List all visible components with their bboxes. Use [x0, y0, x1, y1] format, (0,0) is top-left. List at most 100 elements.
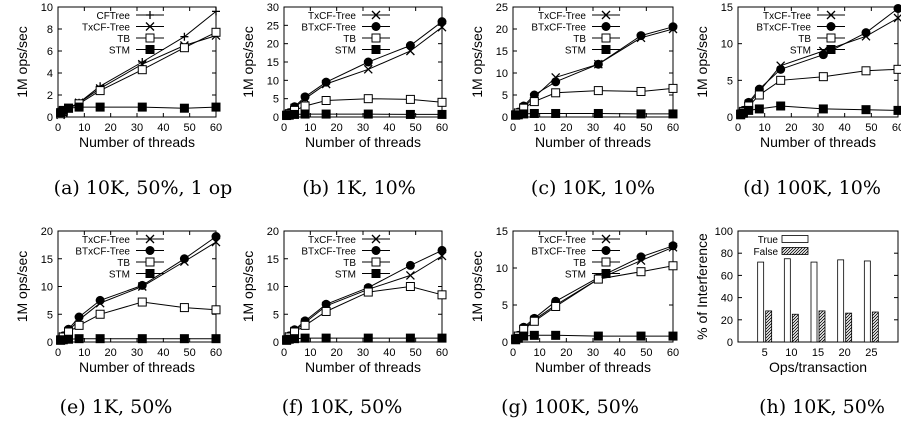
y-tick-label: 10 [41, 282, 53, 294]
data-point [738, 108, 748, 118]
x-axis-label: Number of threads [535, 134, 651, 150]
data-point [405, 260, 415, 270]
data-point [668, 261, 678, 271]
legend-label: BTxCF-Tree [301, 247, 356, 258]
data-point [179, 334, 189, 344]
data-point [300, 320, 310, 330]
y-tick-label: 15 [496, 226, 508, 238]
data-point [137, 280, 147, 290]
y-tick-label: 6 [47, 46, 53, 58]
series-line-0 [515, 246, 674, 340]
data-point [211, 232, 221, 242]
legend-label: TxCF-Tree [308, 11, 356, 22]
data-point [321, 77, 331, 87]
legend-marker [371, 257, 381, 267]
legend-label: TB [343, 34, 356, 45]
x-tick-label: 40 [839, 122, 851, 134]
data-point [212, 7, 220, 16]
x-tick-label: 10 [534, 347, 546, 359]
x-tick-label: 40 [157, 122, 169, 134]
legend-label: BTxCF-Tree [756, 23, 811, 34]
legend-label: TB [343, 258, 356, 269]
data-point [636, 267, 646, 277]
data-point [519, 109, 529, 119]
legend-marker [826, 45, 836, 54]
data-point [179, 43, 189, 53]
x-tick-label: 30 [357, 122, 369, 134]
data-point [437, 97, 447, 107]
y-tick-label: 60 [721, 270, 733, 282]
y-tick-label: 5 [502, 300, 508, 312]
data-point [861, 66, 871, 76]
series-line-2 [60, 301, 217, 341]
data-point [300, 333, 310, 343]
y-tick-label: 40 [721, 293, 733, 305]
x-tick-label: 20 [105, 122, 117, 134]
legend-label: STM [565, 46, 586, 57]
legend-marker [601, 22, 611, 31]
legend-label: TB [117, 34, 130, 45]
y-axis-label: 1M ops/sec [14, 251, 30, 323]
legend-label: TxCF-Tree [538, 11, 586, 22]
legend-label: TxCF-Tree [763, 11, 811, 22]
data-point [818, 104, 828, 114]
data-point [551, 301, 561, 311]
x-tick-label: 0 [281, 347, 287, 359]
data-point [513, 110, 523, 120]
data-point [64, 103, 74, 113]
data-point [74, 320, 84, 330]
figure-caption: (c) 10K, 10% [531, 177, 655, 199]
data-point [211, 102, 221, 112]
data-point [137, 102, 147, 112]
legend-marker [145, 22, 155, 31]
data-point [321, 333, 331, 343]
data-point [551, 77, 561, 87]
data-point [58, 105, 68, 115]
x-tick-label: 40 [614, 122, 626, 134]
legend-marker [371, 246, 381, 255]
y-tick-label: 5 [273, 94, 279, 106]
data-point [137, 65, 147, 75]
legend-label: TxCF-Tree [82, 235, 130, 246]
y-tick-label: 30 [267, 2, 279, 14]
series-line-0 [515, 28, 674, 116]
data-point [636, 109, 646, 119]
y-tick-label: 15 [721, 2, 733, 14]
x-tick-label: 40 [383, 122, 395, 134]
y-tick-label: 2 [47, 90, 53, 102]
x-tick-label: 50 [184, 347, 196, 359]
data-point [437, 290, 447, 300]
x-tick-label: 50 [184, 122, 196, 134]
data-point [95, 102, 105, 112]
data-point [513, 333, 523, 343]
data-point [179, 254, 189, 264]
data-point [529, 108, 539, 118]
bar-hatched [845, 312, 853, 343]
x-tick-label: 50 [865, 122, 877, 134]
data-point [437, 245, 447, 255]
x-tick-label: 60 [892, 122, 901, 134]
legend-swatch [781, 235, 809, 243]
legend-label: TxCF-Tree [308, 235, 356, 246]
data-point [668, 109, 678, 119]
data-point [893, 3, 901, 13]
x-tick-label: 0 [281, 122, 287, 134]
data-point [300, 101, 310, 111]
x-tick-label: 20 [560, 122, 572, 134]
legend-label: True [758, 235, 779, 246]
data-point [300, 92, 310, 102]
x-tick-label: 20 [839, 347, 851, 359]
x-tick-label: 10 [534, 122, 546, 134]
data-point [405, 333, 415, 343]
legend-marker [826, 22, 836, 31]
y-tick-label: 20 [721, 315, 733, 327]
y-axis-label: 1M ops/sec [469, 251, 485, 323]
data-point [861, 105, 871, 115]
x-tick-label: 20 [785, 122, 797, 134]
y-axis-label: 1M ops/sec [240, 251, 256, 323]
data-point [74, 334, 84, 344]
data-point [593, 86, 603, 96]
chart-panel-c: 0 5 10 15 20 25 Number of threads 1M ops/sec (c)… [469, 2, 679, 199]
